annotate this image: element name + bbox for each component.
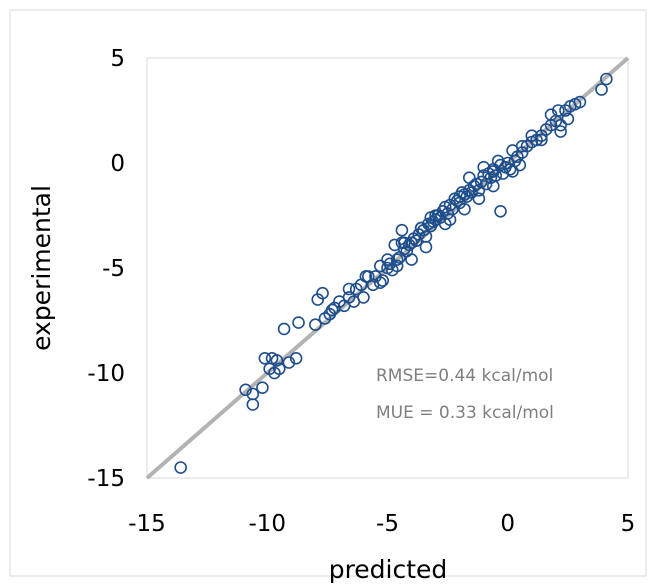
data-point xyxy=(414,221,428,235)
data-point xyxy=(174,461,187,474)
data-point xyxy=(390,259,404,273)
annotation-mue: MUE = 0.33 kcal/mol xyxy=(376,403,554,423)
data-point xyxy=(272,362,286,376)
x-axis-label: predicted xyxy=(329,555,448,584)
data-point xyxy=(270,354,284,367)
x-tick-label: 5 xyxy=(621,511,636,537)
y-axis-label: experimental xyxy=(27,185,56,351)
data-point xyxy=(472,192,486,205)
x-tick-label: -5 xyxy=(376,511,399,537)
data-point xyxy=(246,387,260,401)
data-point xyxy=(390,253,404,266)
data-point xyxy=(494,205,507,218)
data-point xyxy=(595,83,608,96)
data-point xyxy=(325,303,339,317)
data-point xyxy=(573,95,587,109)
data-point xyxy=(462,184,476,197)
y-tick-label: 5 xyxy=(110,46,125,72)
data-point xyxy=(357,291,370,304)
annotation-rmse: RMSE=0.44 kcal/mol xyxy=(376,366,553,386)
data-point xyxy=(405,253,418,266)
data-point xyxy=(477,160,491,174)
x-tick-label: 0 xyxy=(500,511,515,537)
x-tick-label: -15 xyxy=(128,511,166,537)
data-point xyxy=(258,351,272,365)
data-point xyxy=(515,139,529,153)
data-point xyxy=(554,125,567,138)
data-point xyxy=(289,351,303,365)
data-point xyxy=(506,165,519,178)
data-point xyxy=(429,209,442,222)
data-point xyxy=(472,184,486,197)
x-tick-labels: -15 -10 -5 0 5 xyxy=(128,511,635,537)
y-tick-labels: 5 0 -5 -10 -15 xyxy=(87,46,125,492)
data-point xyxy=(373,276,387,290)
data-point xyxy=(551,104,565,117)
data-point xyxy=(256,381,269,395)
data-point xyxy=(443,213,457,226)
points-layer xyxy=(174,72,613,474)
y-tick-label: -10 xyxy=(87,361,125,387)
data-point xyxy=(316,286,329,300)
data-point xyxy=(513,158,527,172)
data-point xyxy=(376,274,389,287)
data-point xyxy=(487,179,500,193)
data-point xyxy=(554,118,567,132)
data-point xyxy=(239,383,252,397)
data-point xyxy=(277,322,291,336)
y-tick-label: -15 xyxy=(87,466,125,492)
data-point xyxy=(381,253,394,266)
x-tick-label: -10 xyxy=(248,511,286,537)
data-point xyxy=(458,202,471,216)
y-tick-label: -5 xyxy=(102,256,125,282)
data-point xyxy=(487,163,500,176)
data-point xyxy=(398,236,411,250)
data-point xyxy=(282,356,296,369)
y-tick-label: 0 xyxy=(110,151,125,177)
data-point xyxy=(292,316,305,329)
data-point xyxy=(373,259,387,273)
data-point xyxy=(309,318,322,332)
data-point xyxy=(361,270,375,283)
data-point xyxy=(525,129,539,142)
data-point xyxy=(600,72,613,86)
data-point xyxy=(342,282,356,296)
data-point xyxy=(395,223,409,237)
data-point xyxy=(544,108,558,121)
data-point xyxy=(419,240,433,254)
data-point xyxy=(561,112,575,126)
